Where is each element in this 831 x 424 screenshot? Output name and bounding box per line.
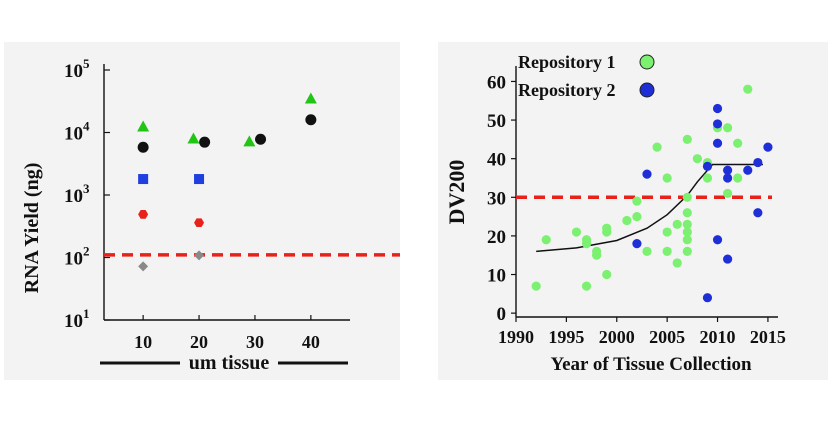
legend-label-repository-2: Repository 2 [518,80,616,100]
repository-1-point [662,246,672,256]
repository-1-point [692,154,702,164]
repository-2-point [712,235,723,245]
repository-1-point [682,219,692,229]
repository-1-point [581,235,592,245]
hexagon-point [138,210,149,219]
repository-2-point [753,208,763,218]
y-tick-label: 40 [487,150,506,171]
repository-1-point [531,281,541,291]
y-tick-label: 10 [487,266,506,287]
rna-yield-xlabel: um tissue [189,352,270,374]
repository-1-point [733,138,743,148]
circle-point [255,133,267,145]
x-tick-label: 2000 [599,327,635,347]
repository-1-point [622,215,632,226]
triangle-point [187,132,200,144]
repository-1-point [662,173,672,183]
repository-1-point [723,123,733,133]
square-point [194,174,205,185]
triangle-point [137,120,150,132]
x-tick-label: 20 [190,332,208,352]
y-tick-label: 30 [487,188,506,209]
repository-1-point [541,235,551,245]
circle-point [199,136,211,148]
repository-1-point [581,281,592,291]
x-tick-label: 40 [302,332,320,352]
rna-yield-panel: RNA Yield (ng) 101 102 103 104 105 10 20 30 40 u… [4,42,400,380]
y-tick-label: 50 [487,111,506,132]
repository-2-point [712,103,723,114]
repository-1-point [602,223,612,233]
circle-point [137,141,149,153]
repository-2-point [642,169,652,179]
repository-1-point [592,246,602,256]
repository-1-point [632,196,642,206]
x-tick-label: 2010 [700,327,736,347]
y-tick-label: 103 [64,181,90,207]
dv200-ylabel: DV200 [444,160,469,225]
repository-2-point [632,239,642,249]
repository-1-point [682,246,692,256]
x-tick-label: 1990 [498,327,534,347]
x-tick-label: 2015 [750,327,786,347]
y-tick-label: 20 [487,227,506,248]
y-tick-label: 60 [487,72,506,93]
rna-yield-ylabel: RNA Yield (ng) [21,163,43,294]
legend-marker-repository-2 [639,82,655,98]
repository-1-point [672,219,682,229]
repository-1-point [682,134,692,144]
repository-1-point [602,269,612,280]
repository-1-point [652,142,662,152]
repository-1-point [632,212,642,222]
y-tick-label: 101 [64,306,90,332]
repository-1-point [682,227,692,237]
hexagon-point [194,218,205,228]
repository-1-point [642,246,652,256]
y-tick-label: 102 [64,244,90,270]
repository-1-point [733,173,743,183]
repository-2-point [702,161,713,171]
y-tick-label: 104 [64,119,90,145]
repository-1-point [571,227,582,237]
y-tick-label: 0 [497,304,507,325]
dv200-chart: DV200 0 10 20 30 40 50 60 1990 1995 2000 2005 2010 2… [444,52,786,375]
dv200-xlabel: Year of Tissue Collection [550,354,752,375]
triangle-point [304,92,317,104]
repository-2-point [712,138,723,148]
repository-1-point [672,258,682,268]
x-tick-label: 10 [134,332,152,352]
dv200-panel: DV200 0 10 20 30 40 50 60 1990 1995 2000 2005 2010 2… [438,42,828,380]
repository-2-point [702,293,713,303]
repository-2-point [753,157,763,168]
repository-2-point [712,119,723,129]
repository-2-point [723,254,733,264]
y-tick-label: 105 [64,56,90,82]
rna-yield-chart: RNA Yield (ng) 101 102 103 104 105 10 20 30 40 u… [21,56,400,374]
repository-1-point [662,227,672,237]
diamond-point [194,250,205,261]
repository-2-point [723,165,733,175]
triangle-point [243,135,256,147]
repository-2-point [743,165,753,175]
legend-marker-repository-1 [639,54,655,70]
repository-2-point [723,173,733,183]
repository-1-point [682,208,692,218]
circle-point [305,114,317,126]
repository-1-point [723,188,733,199]
square-point [138,174,149,185]
legend-label-repository-1: Repository 1 [518,52,616,72]
x-tick-label: 2005 [649,327,685,347]
diamond-point [138,261,149,272]
repository-1-point [682,235,692,245]
repository-1-point [702,173,713,183]
repository-2-point [763,142,773,152]
x-tick-label: 30 [246,332,264,352]
x-tick-label: 1995 [548,327,584,347]
repository-1-point [682,192,692,202]
repository-1-point [743,84,753,94]
